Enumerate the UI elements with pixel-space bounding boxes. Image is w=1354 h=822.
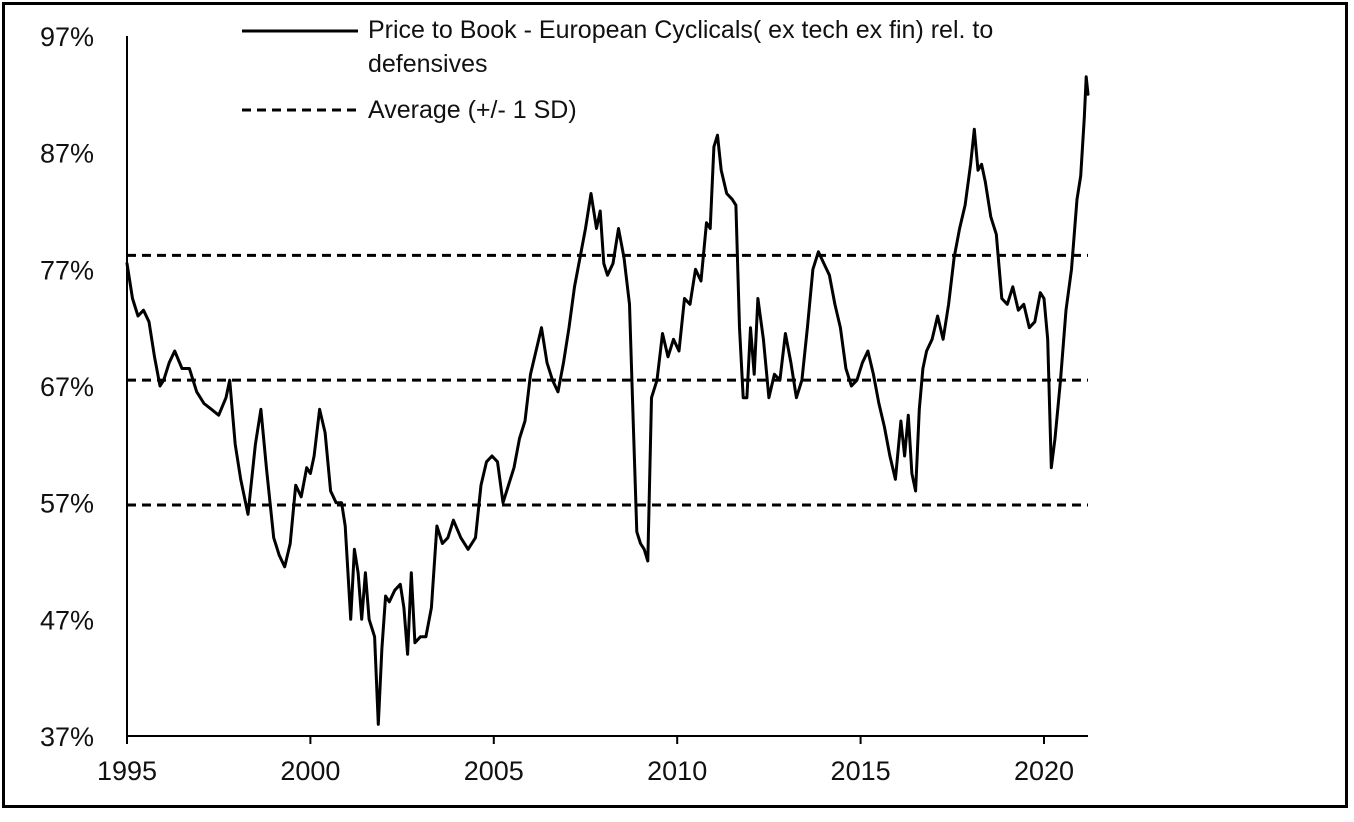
y-tick-label: 37% <box>40 722 94 752</box>
x-tick-label: 2015 <box>831 756 891 786</box>
legend-label-series-line-2: defensives <box>368 50 488 78</box>
legend-label-series-line-1: Price to Book - European Cyclicals( ex t… <box>368 16 993 44</box>
y-tick-label: 57% <box>40 489 94 519</box>
y-tick-labels: 37% 47% 57% 67% 77% 87% 97% <box>40 22 94 752</box>
y-tick-label: 47% <box>40 605 94 635</box>
x-tick-label: 2000 <box>280 756 340 786</box>
x-tick-label: 1995 <box>97 756 157 786</box>
series-group <box>125 75 1090 726</box>
series-line <box>125 75 1090 726</box>
y-tick-label: 87% <box>40 139 94 169</box>
x-tick-label: 2010 <box>647 756 707 786</box>
legend: Price to Book - European Cyclicals( ex t… <box>242 16 993 124</box>
legend-label-average: Average (+/- 1 SD) <box>368 96 577 124</box>
y-tick-label: 67% <box>40 372 94 402</box>
y-tick-label: 77% <box>40 255 94 285</box>
reference-lines <box>127 253 1088 507</box>
y-tick-label: 97% <box>40 22 94 52</box>
x-tick-label: 2020 <box>1014 756 1074 786</box>
axes <box>126 36 1088 737</box>
x-tick-labels: 1995 2000 2005 2010 2015 2020 <box>97 736 1074 786</box>
chart-frame <box>2 2 1348 808</box>
x-tick-label: 2005 <box>464 756 524 786</box>
